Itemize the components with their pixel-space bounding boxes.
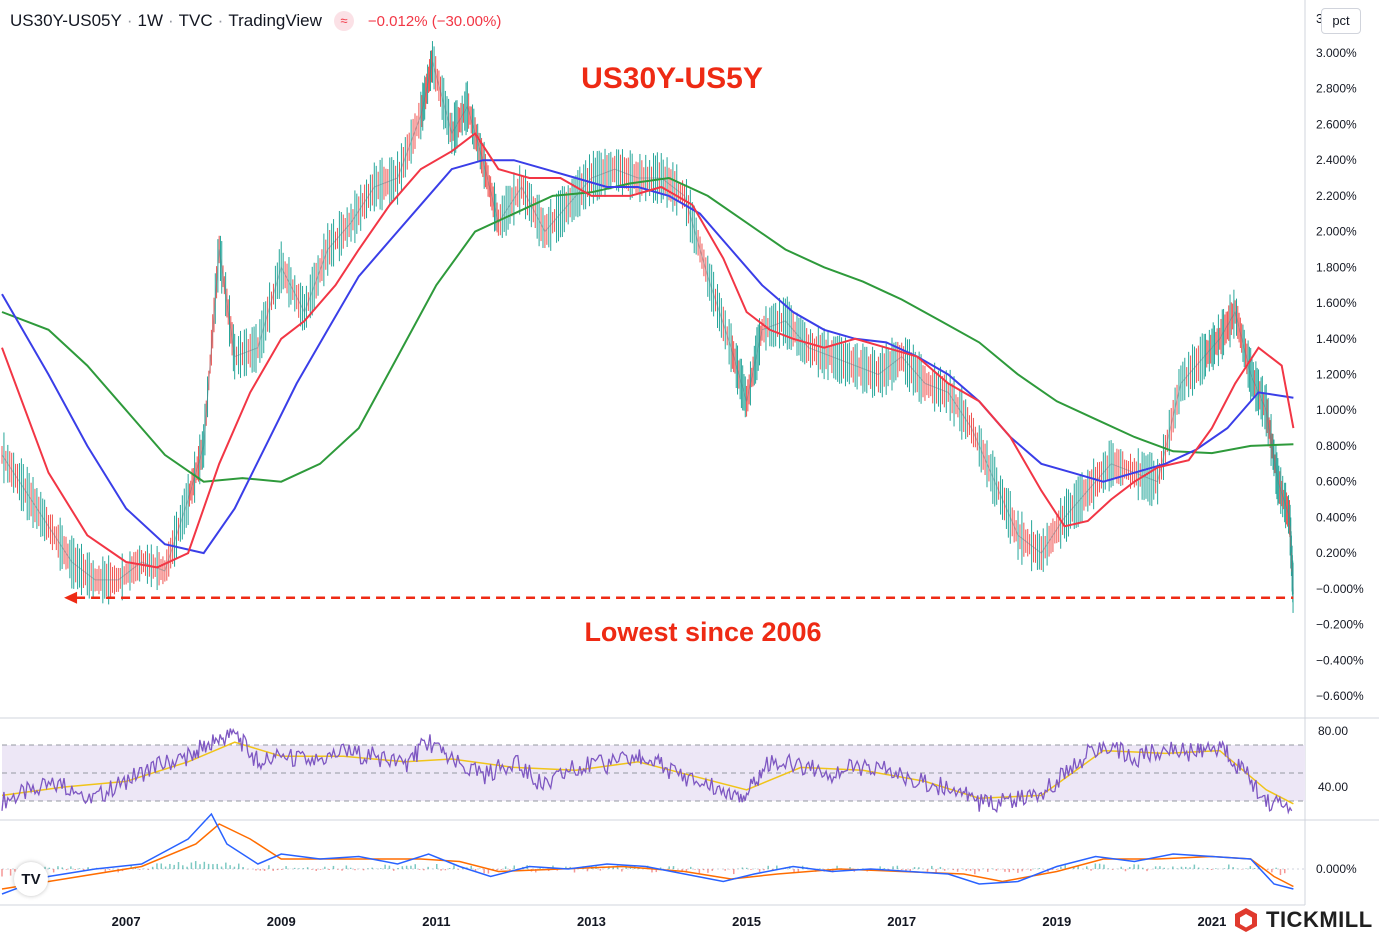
reference-arrowhead: [64, 591, 78, 604]
price-tick-label: −0.600%: [1316, 689, 1364, 703]
tickmill-wordmark: TICKMILL: [1266, 907, 1373, 932]
price-tick-label: 2.600%: [1316, 117, 1357, 131]
time-tick-label: 2021: [1197, 914, 1226, 929]
time-tick-label: 2015: [732, 914, 761, 929]
price-tick-label: 2.400%: [1316, 153, 1357, 167]
tradingview-logo: TV: [14, 862, 48, 896]
symbol-label[interactable]: US30Y-US05Y: [10, 11, 122, 30]
header-separator: ·: [217, 11, 224, 30]
source-label: TVC: [178, 11, 213, 30]
provider-label: TradingView: [228, 11, 322, 30]
price-tick-label: 2.800%: [1316, 82, 1357, 96]
price-tick-label: 2.200%: [1316, 189, 1357, 203]
macd-line: [1, 812, 1294, 895]
header-separator: ·: [126, 11, 133, 30]
price-tick-label: 0.400%: [1316, 510, 1357, 524]
rsi-tick-label: 40.00: [1318, 780, 1348, 794]
scale-mode-label[interactable]: 3: [1316, 11, 1324, 26]
price-tick-label: 1.200%: [1316, 368, 1357, 382]
time-tick-label: 2009: [267, 914, 296, 929]
price-line: [1, 61, 1294, 595]
macd-signal-line: [1, 823, 1294, 890]
price-tick-label: 1.000%: [1316, 403, 1357, 417]
time-tick-label: 2019: [1042, 914, 1071, 929]
price-tick-label: 0.200%: [1316, 546, 1357, 560]
wave-icon: ≈: [333, 11, 354, 31]
percent-scale-button[interactable]: pct: [1321, 8, 1361, 34]
macd-tick-label: 0.000%: [1316, 862, 1357, 876]
price-tick-label: −0.400%: [1316, 653, 1364, 667]
price-tick-label: 0.800%: [1316, 439, 1357, 453]
price-tick-label: 1.800%: [1316, 260, 1357, 274]
price-tick-label: 2.000%: [1316, 225, 1357, 239]
header-separator: ·: [168, 11, 174, 30]
price-tick-label: 0.600%: [1316, 475, 1357, 489]
rsi-line: [1, 728, 1293, 815]
lowest-annotation: Lowest since 2006: [584, 617, 821, 647]
time-tick-label: 2013: [577, 914, 606, 929]
moving-average-fast: [1, 131, 1295, 569]
time-tick-label: 2017: [887, 914, 916, 929]
moving-average-slow: [1, 176, 1294, 483]
tickmill-watermark: TICKMILL: [1234, 903, 1373, 937]
price-tick-label: −0.200%: [1316, 618, 1364, 632]
chart-title: US30Y-US5Y: [581, 62, 763, 95]
price-tick-label: −0.000%: [1316, 582, 1364, 596]
interval-label[interactable]: 1W: [137, 11, 164, 30]
price-tick-label: 1.400%: [1316, 332, 1357, 346]
price-change: −0.012% (−30.00%): [367, 12, 502, 30]
price-tick-label: 3.000%: [1316, 46, 1357, 60]
price-tick-label: 1.600%: [1316, 296, 1357, 310]
moving-average-mid: [1, 159, 1294, 555]
time-tick-label: 2011: [422, 914, 450, 929]
rsi-tick-label: 80.00: [1318, 724, 1348, 738]
chart-header: US30Y-US05Y · 1W · TVC · TradingView ≈ −…: [10, 8, 501, 34]
tickmill-hex-icon: [1235, 908, 1257, 932]
time-tick-label: 2007: [112, 914, 141, 929]
